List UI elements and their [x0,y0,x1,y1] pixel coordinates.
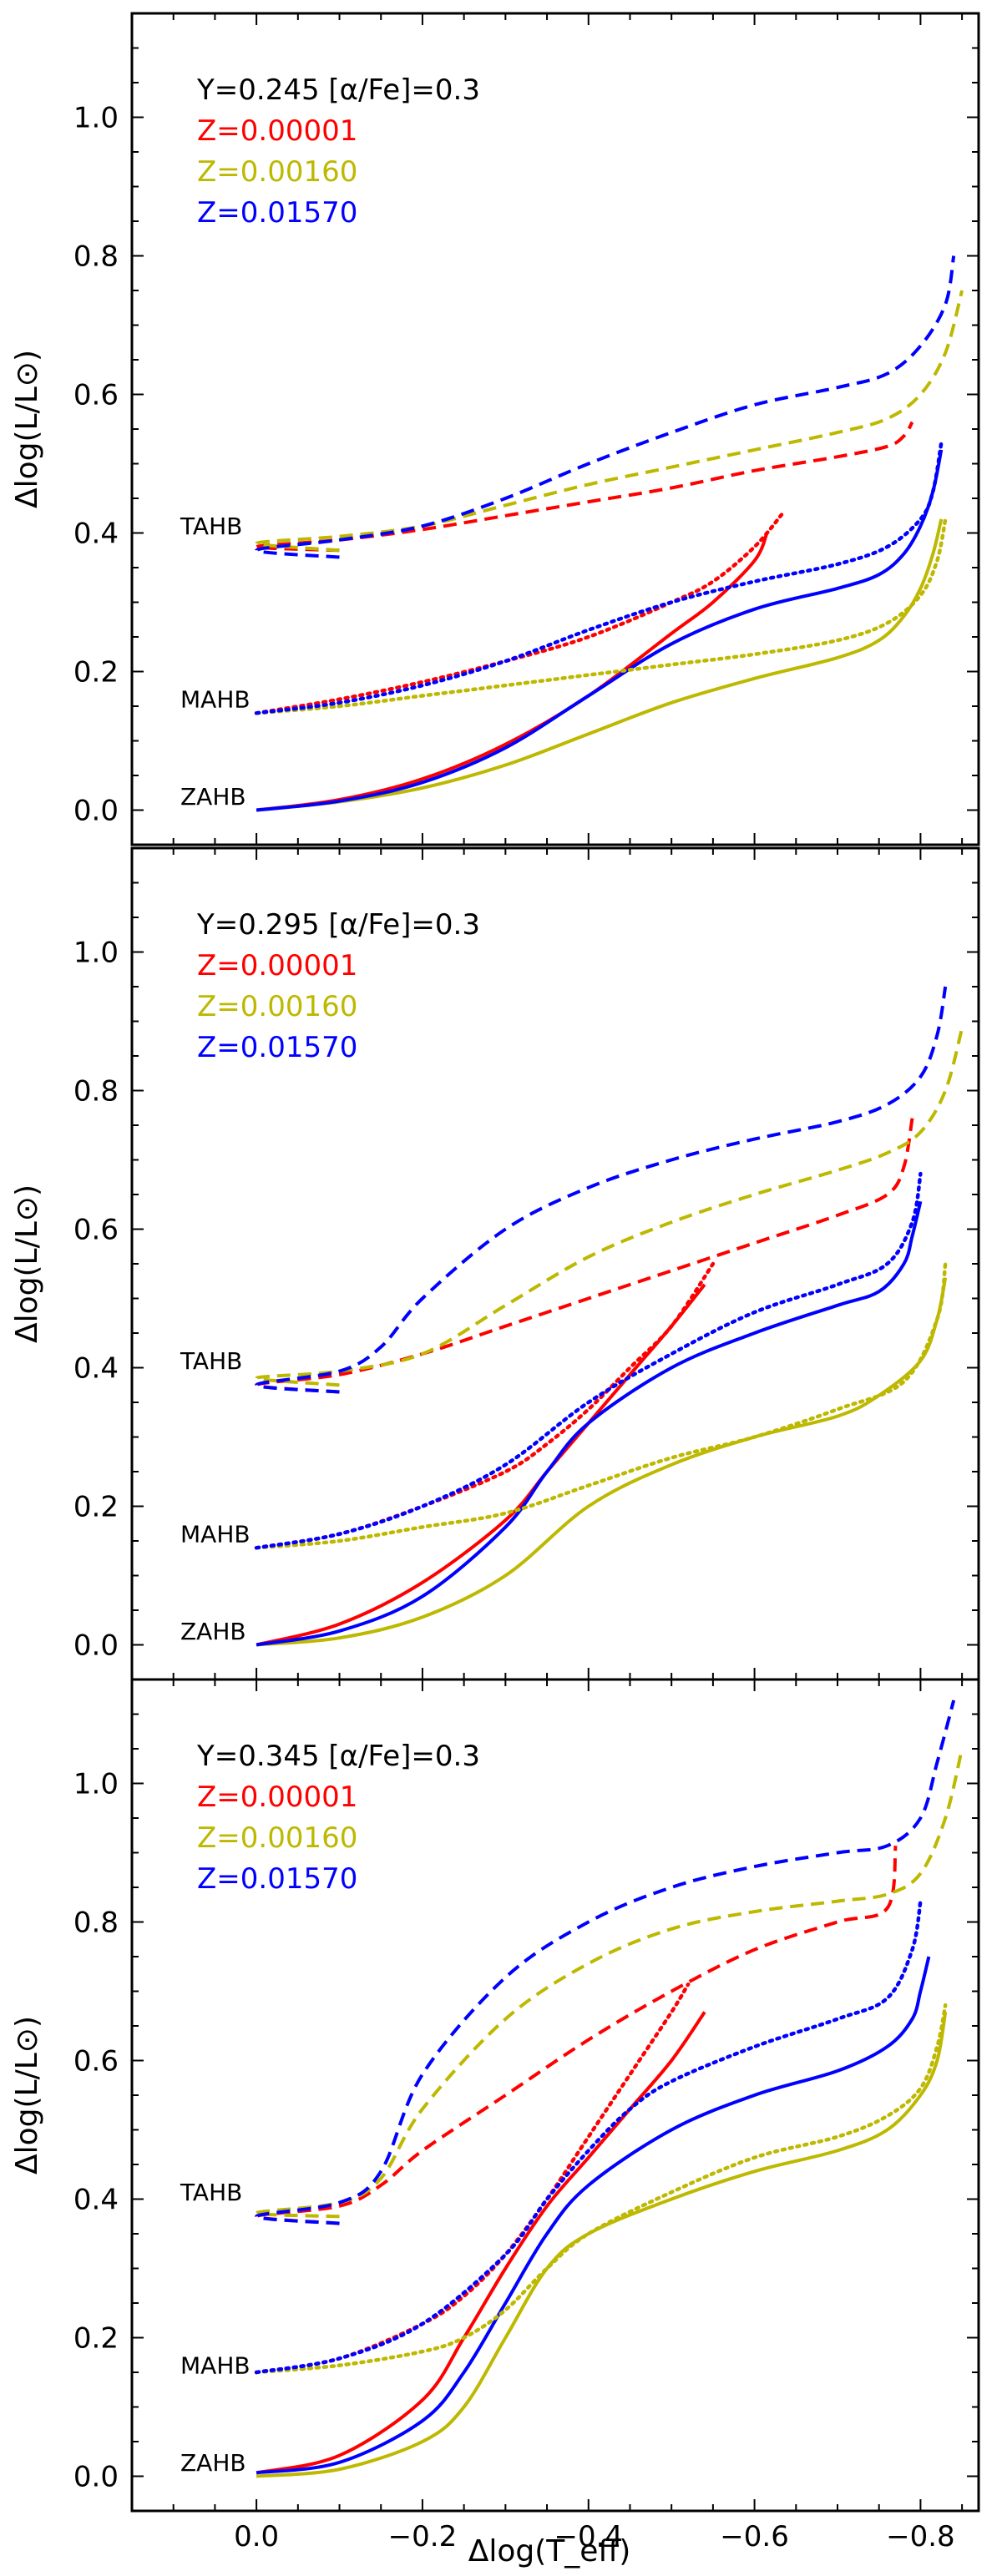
x-tick-label: −0.2 [388,2520,458,2553]
series-zahb-line [256,449,944,812]
series-mahb-line [254,510,786,715]
legend-entry: Z=0.00160 [197,1821,357,1855]
y-tick-label: 0.8 [73,1907,119,1940]
branch-label: ZAHB [180,783,246,811]
y-tick-label: 0.2 [73,1491,119,1524]
y-tick-label: 0.8 [73,1075,119,1109]
y-tick-label: 0.4 [73,2184,119,2217]
series-zahb-line [256,2012,948,2478]
y-tick-label: 0.2 [73,656,119,689]
branch-label: MAHB [180,2352,250,2380]
panel-1: 0.0 0.2 0.4 0.6 0.8 1.0 Δlog(L/L⊙) Y=0.245 [α/F… [10,12,980,846]
series-tahb-line [255,986,948,1394]
branch-label: MAHB [180,1521,250,1548]
y-tick-label: 0.0 [73,1629,119,1663]
branch-label: TAHB [180,1347,242,1375]
panel-header: Y=0.245 [α/Fe]=0.3 [196,73,480,107]
y-tick-label: 0.0 [73,795,119,828]
series-tahb-line [255,1748,964,2219]
branch-label: ZAHB [180,1618,246,1645]
series-tahb-line [255,290,964,553]
x-tick-label: 0.0 [234,2520,279,2553]
x-tick-label: −0.6 [720,2520,789,2553]
branch-label: ZAHB [180,2449,246,2477]
legend-entry: Z=0.01570 [197,1031,357,1064]
y-tick-label: 0.4 [73,1352,119,1386]
x-tick-label: −0.8 [886,2520,955,2553]
y-tick-label: 0.6 [73,2045,119,2078]
panel-3: 0.0 0.2 0.4 0.6 0.8 1.0 Δlog(L/L⊙) 0.0 −0.2 −0.4 −… [10,1678,980,2553]
legend-entry: Z=0.00160 [197,990,357,1023]
series-zahb-line [256,518,944,812]
x-tick-label: −0.4 [554,2520,623,2553]
y-tick-label: 1.0 [73,937,119,970]
panel-2: 0.0 0.2 0.4 0.6 0.8 1.0 Δlog(L/L⊙) Y=0.295 [α/F… [10,846,980,1681]
legend-entry: Z=0.01570 [197,196,357,230]
branch-label: MAHB [180,686,250,714]
series-tahb-line [255,255,956,559]
legend-entry: Z=0.00160 [197,155,357,189]
series-mahb-line [254,1261,948,1550]
y-tick-label: 0.4 [73,518,119,551]
y-tick-label: 1.0 [73,102,119,135]
series-zahb-line [256,1956,931,2475]
y-tick-label: 0.2 [73,2322,119,2356]
series-mahb-line [254,1261,716,1550]
panel-header: Y=0.345 [α/Fe]=0.3 [196,1740,480,1773]
y-tick-label: 0.6 [73,1214,119,1247]
y-axis-label: Δlog(L/L⊙) [10,350,44,508]
y-axis-label: Δlog(L/L⊙) [10,2016,44,2174]
branch-label: TAHB [180,513,242,540]
y-tick-label: 0.0 [73,2461,119,2494]
y-tick-label: 0.8 [73,240,119,274]
panel-header: Y=0.295 [α/Fe]=0.3 [196,908,480,942]
branch-label: TAHB [180,2179,242,2206]
series-tahb-line [255,421,914,553]
series-mahb-line [254,1171,923,1550]
series-mahb-line [254,1982,691,2375]
series-tahb-line [255,1845,898,2225]
legend-entry: Z=0.00001 [197,1780,357,1814]
series-zahb-line [256,1277,948,1647]
series-tahb-line [255,1700,956,2225]
y-tick-label: 0.6 [73,379,119,412]
x-axis-label: Δlog(T_eff) [468,2534,631,2568]
legend-entry: Z=0.00001 [197,114,357,148]
series-zahb-line [256,1200,923,1647]
series-mahb-line [254,517,948,715]
legend-entry: Z=0.01570 [197,1862,357,1896]
series-mahb-line [254,2003,948,2375]
series-tahb-line [255,1118,914,1394]
y-axis-label: Δlog(L/L⊙) [10,1184,44,1343]
series-zahb-line [256,532,769,812]
y-tick-label: 1.0 [73,1768,119,1801]
series-zahb-line [256,2011,706,2475]
legend-entry: Z=0.00001 [197,949,357,982]
series-mahb-line [254,1899,923,2375]
series-tahb-line [255,1028,964,1387]
series-mahb-line [254,441,944,715]
